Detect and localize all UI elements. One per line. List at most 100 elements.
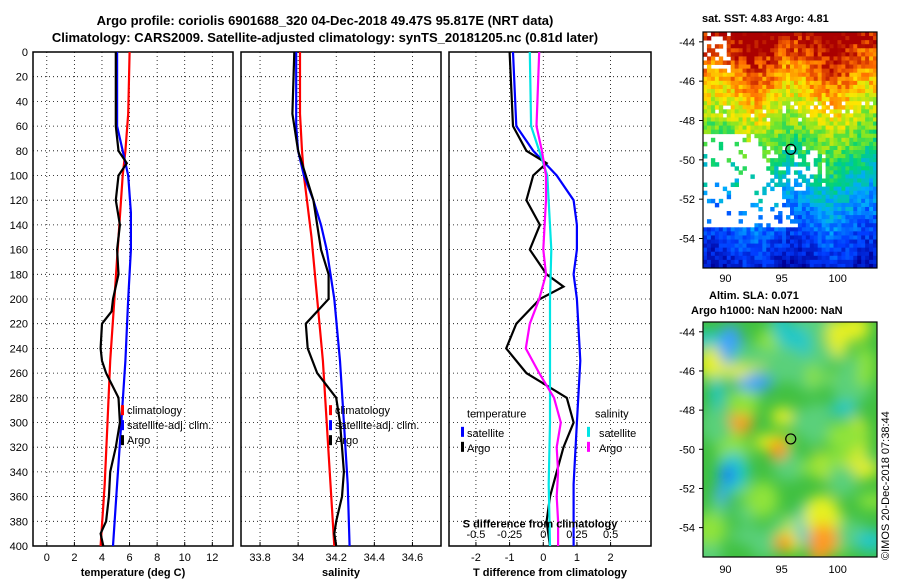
sst-cell bbox=[742, 72, 747, 78]
sst-cell bbox=[861, 117, 866, 122]
sst-cell bbox=[849, 141, 854, 147]
sst-cell bbox=[797, 255, 803, 261]
sst-cell bbox=[813, 243, 819, 249]
sst-cell bbox=[817, 72, 823, 78]
sst-cell bbox=[706, 48, 712, 53]
sst-cell bbox=[861, 170, 866, 175]
sst-cell bbox=[782, 117, 787, 122]
sst-cell bbox=[853, 170, 858, 175]
sst-cell bbox=[710, 48, 716, 53]
sst-cell bbox=[710, 84, 716, 90]
sst-cell bbox=[754, 227, 759, 232]
sst-cell bbox=[746, 243, 751, 249]
sst-cell bbox=[829, 145, 834, 151]
sst-cell bbox=[774, 48, 779, 53]
sst-cell bbox=[762, 133, 767, 139]
sst-cell bbox=[750, 235, 755, 240]
sst-cell bbox=[750, 32, 755, 37]
sst-cell bbox=[762, 227, 767, 232]
sst-cell bbox=[841, 32, 846, 37]
sst-cell bbox=[782, 263, 787, 269]
sst-cell bbox=[770, 243, 775, 249]
sst-cell bbox=[873, 259, 878, 265]
sst-cell bbox=[703, 109, 708, 114]
sst-cell bbox=[817, 182, 823, 188]
series-line-temperature-satellite bbox=[511, 52, 582, 546]
sst-cell bbox=[778, 251, 783, 257]
sst-cell bbox=[722, 72, 728, 78]
sst-cell bbox=[809, 36, 815, 41]
sst-cell bbox=[837, 259, 842, 265]
sst-cell bbox=[718, 32, 724, 37]
sst-cell bbox=[738, 231, 743, 236]
sst-cell bbox=[857, 190, 862, 196]
sst-cell bbox=[821, 129, 826, 135]
sst-cell bbox=[746, 113, 751, 118]
sst-cell bbox=[829, 247, 834, 253]
sst-cell bbox=[821, 121, 826, 126]
sst-cell bbox=[770, 56, 775, 61]
sst-cell bbox=[833, 72, 838, 78]
sst-cell bbox=[797, 206, 803, 212]
sst-cell bbox=[738, 121, 743, 126]
sst-cell bbox=[754, 202, 759, 208]
x-tick-label: 34 bbox=[292, 552, 304, 564]
sst-cell bbox=[805, 178, 811, 183]
sst-cell bbox=[706, 251, 712, 257]
sst-cell bbox=[738, 105, 743, 110]
sst-cell bbox=[853, 56, 858, 61]
sst-cell bbox=[853, 198, 858, 204]
sst-cell bbox=[793, 219, 799, 224]
sst-cell bbox=[742, 166, 747, 171]
sst-cell bbox=[714, 227, 720, 232]
sst-cell bbox=[778, 44, 783, 49]
sst-cell bbox=[790, 243, 795, 249]
sst-cell bbox=[821, 80, 826, 86]
sst-cell bbox=[837, 97, 842, 102]
sst-cell bbox=[833, 64, 838, 70]
sst-cell bbox=[817, 263, 823, 269]
sst-cell bbox=[782, 97, 787, 102]
sst-cell bbox=[758, 137, 763, 143]
sst-cell bbox=[754, 255, 759, 261]
sst-cell bbox=[809, 121, 815, 126]
sst-cell bbox=[873, 52, 878, 57]
sst-cell bbox=[738, 72, 743, 78]
sst-cell bbox=[817, 80, 823, 86]
sst-cell bbox=[750, 121, 755, 126]
sst-cell bbox=[845, 137, 850, 143]
sst-cell bbox=[742, 44, 747, 49]
sst-cell bbox=[778, 174, 783, 179]
sst-cell bbox=[786, 56, 791, 61]
sst-cell bbox=[861, 263, 866, 269]
sst-cell bbox=[825, 72, 830, 78]
sst-cell bbox=[857, 36, 862, 41]
sst-cell bbox=[786, 202, 791, 208]
sst-cell bbox=[754, 125, 759, 131]
sst-cell bbox=[865, 137, 870, 143]
sst-cell bbox=[714, 162, 720, 167]
sst-cell bbox=[829, 101, 834, 106]
sst-cell bbox=[829, 206, 834, 212]
sst-cell bbox=[782, 84, 787, 90]
sst-cell bbox=[762, 60, 767, 65]
sst-cell bbox=[738, 40, 743, 45]
sst-cell bbox=[758, 32, 763, 37]
sst-cell bbox=[793, 133, 799, 139]
sst-cell bbox=[809, 60, 815, 65]
sst-cell bbox=[857, 64, 862, 70]
sst-cell bbox=[790, 88, 795, 94]
sst-cell bbox=[714, 231, 720, 236]
sst-cell bbox=[766, 84, 771, 90]
sst-cell bbox=[837, 243, 842, 249]
sst-cell bbox=[730, 60, 736, 65]
sst-cell bbox=[718, 235, 724, 240]
sst-cell bbox=[706, 259, 712, 265]
sst-cell bbox=[774, 64, 779, 70]
grid bbox=[241, 51, 441, 547]
sst-cell bbox=[797, 125, 803, 131]
sst-cell bbox=[809, 141, 815, 147]
sst-cell bbox=[849, 88, 854, 94]
sst-cell bbox=[809, 263, 815, 269]
sst-cell bbox=[778, 145, 783, 151]
